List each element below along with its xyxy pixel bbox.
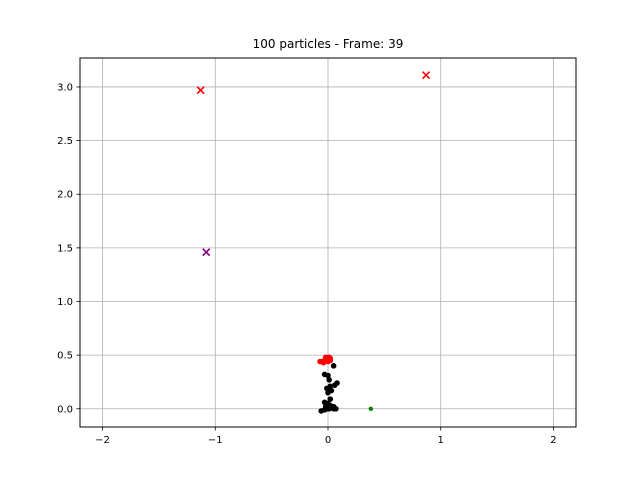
y-tick-label: 0.5	[57, 351, 73, 362]
x-marker-stroke	[202, 248, 211, 257]
x-marker-point	[196, 86, 205, 95]
x-marker-stroke	[422, 71, 431, 80]
particle-point	[327, 396, 334, 402]
particle-point	[325, 372, 331, 379]
plot-area-frame	[79, 57, 577, 428]
x-axis-ticks: −2 −1 0 1 2	[95, 427, 557, 446]
particle-point	[334, 380, 340, 386]
particle-point	[325, 400, 331, 407]
y-tick-label: 3.0	[57, 82, 73, 93]
particle-point	[326, 377, 332, 383]
particle-point	[330, 363, 337, 369]
y-tick-label: 1.5	[57, 243, 73, 254]
x-tick-label: 2	[550, 435, 556, 446]
chart-title: 100 particles - Frame: 39	[253, 37, 404, 51]
particle-point	[330, 403, 337, 410]
x-marker-point	[422, 71, 431, 80]
data-points	[196, 71, 431, 414]
particle-point	[328, 387, 335, 394]
y-tick-label: 2.0	[57, 190, 73, 201]
particle-point	[327, 383, 334, 390]
particle-point	[322, 354, 329, 361]
x-tick-label: 0	[325, 435, 331, 446]
particle-point	[327, 357, 334, 364]
y-tick-label: 0.0	[57, 404, 73, 415]
particle-point	[368, 406, 374, 411]
y-axis-ticks: 0.0 0.5 1.0 1.5 2.0 2.5 3.0	[57, 82, 80, 415]
x-tick-label: 1	[438, 435, 444, 446]
particle-point	[320, 359, 327, 366]
x-marker-stroke	[196, 86, 205, 95]
y-tick-label: 2.5	[57, 136, 73, 147]
y-tick-label: 1.0	[57, 297, 73, 308]
x-tick-label: −1	[208, 435, 223, 446]
x-marker-point	[202, 248, 211, 257]
x-tick-label: −2	[95, 435, 110, 446]
